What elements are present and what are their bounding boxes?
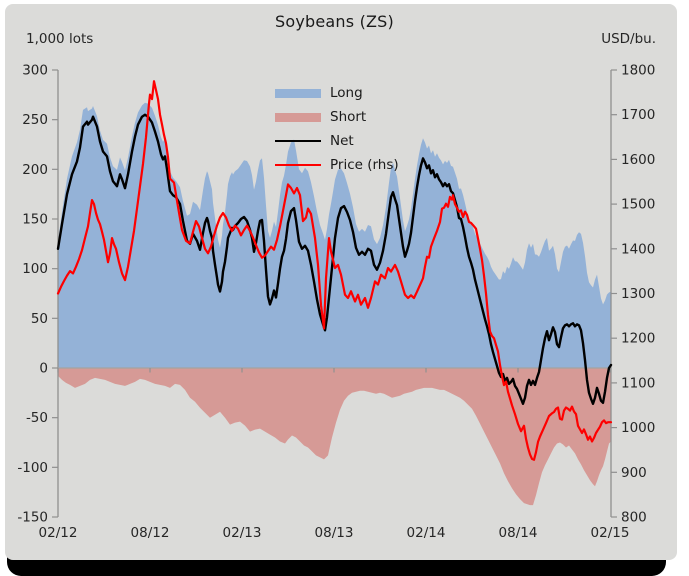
left-axis-unit: 1,000 lots	[26, 31, 94, 47]
chart-title: Soybeans (ZS)	[275, 12, 394, 31]
left-tick-label: -50	[26, 410, 48, 426]
right-tick-label: 1400	[621, 241, 655, 257]
left-tick-label: 150	[22, 212, 48, 228]
legend-item-price: Price (rhs)	[275, 153, 399, 177]
x-tick-label: 02/14	[407, 525, 446, 541]
x-tick-label: 02/12	[39, 525, 78, 541]
left-tick-label: -100	[17, 460, 48, 476]
left-tick-label: -150	[17, 510, 48, 526]
right-tick-label: 800	[621, 510, 647, 526]
short-area-swatch	[275, 112, 321, 122]
right-tick-label: 1100	[621, 375, 655, 391]
price-line	[56, 80, 613, 461]
x-tick-label: 02/13	[223, 525, 262, 541]
legend-label-price: Price (rhs)	[330, 157, 399, 173]
x-tick-label: 08/14	[499, 525, 538, 541]
right-tick-label: 900	[621, 465, 647, 481]
x-tick-label: 08/12	[131, 525, 170, 541]
left-tick-label: 100	[22, 261, 48, 277]
right-tick-label: 1000	[621, 420, 655, 436]
right-tick-label: 1500	[621, 197, 655, 213]
net-line	[56, 113, 613, 405]
left-tick-label: 300	[22, 63, 48, 79]
right-tick-label: 1200	[621, 331, 655, 347]
net-line-swatch	[275, 139, 321, 143]
left-tick-label: 0	[39, 361, 48, 377]
x-tick-label: 08/13	[315, 525, 354, 541]
x-tick-label: 02/15	[591, 525, 630, 541]
left-tick-label: 50	[31, 311, 48, 327]
right-tick-label: 1600	[621, 152, 655, 168]
right-tick-label: 1800	[621, 63, 655, 79]
legend: Long Short Net Price (rhs)	[275, 81, 399, 177]
short-area	[58, 368, 611, 506]
legend-item-short: Short	[275, 105, 399, 129]
legend-item-net: Net	[275, 129, 399, 153]
left-tick-label: 200	[22, 162, 48, 178]
right-tick-label: 1700	[621, 107, 655, 123]
long-area-swatch	[275, 88, 321, 98]
legend-label-short: Short	[330, 109, 367, 125]
right-axis-unit: USD/bu.	[601, 31, 656, 47]
legend-label-net: Net	[330, 133, 354, 149]
price-line-swatch	[275, 163, 321, 167]
legend-item-long: Long	[275, 81, 399, 105]
left-tick-label: 250	[22, 112, 48, 128]
right-tick-label: 1300	[621, 286, 655, 302]
legend-label-long: Long	[330, 85, 363, 101]
